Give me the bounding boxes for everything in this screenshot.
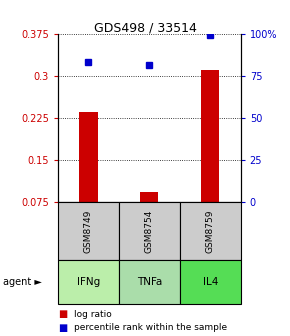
Bar — [140, 192, 158, 202]
Text: log ratio: log ratio — [74, 310, 112, 319]
Text: GSM8759: GSM8759 — [206, 209, 215, 253]
Text: IFNg: IFNg — [77, 277, 100, 287]
Text: ■: ■ — [58, 309, 67, 319]
Text: GDS498 / 33514: GDS498 / 33514 — [94, 22, 196, 35]
Bar — [201, 70, 219, 202]
Text: agent ►: agent ► — [3, 277, 42, 287]
Text: GSM8749: GSM8749 — [84, 209, 93, 253]
Text: ■: ■ — [58, 323, 67, 333]
Bar — [79, 112, 97, 202]
Text: GSM8754: GSM8754 — [145, 209, 154, 253]
Text: IL4: IL4 — [202, 277, 218, 287]
Text: percentile rank within the sample: percentile rank within the sample — [74, 323, 227, 332]
Text: TNFa: TNFa — [137, 277, 162, 287]
